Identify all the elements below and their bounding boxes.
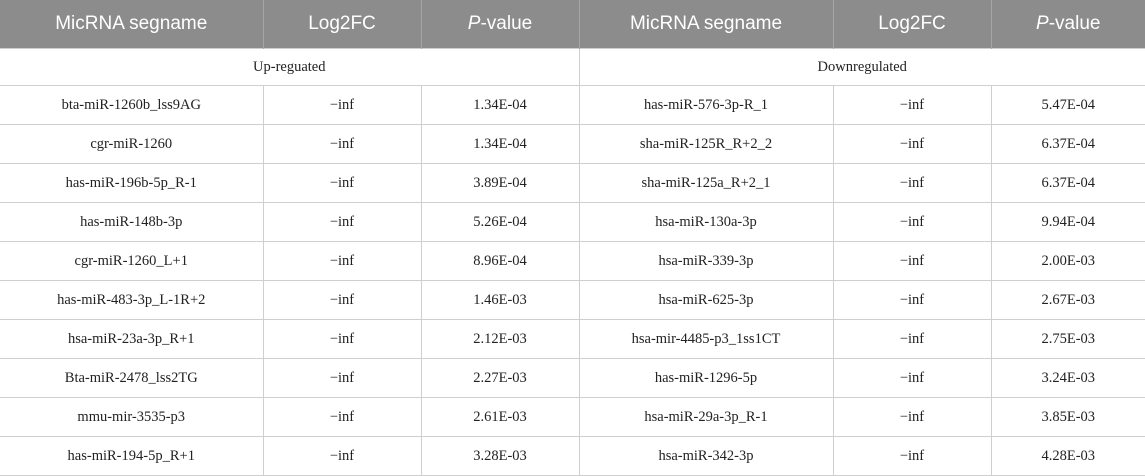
up-mirna-name: cgr-miR-1260_L+1 bbox=[0, 241, 264, 281]
down-pvalue: 3.85E-03 bbox=[990, 397, 1145, 437]
down-mirna-name: sha-miR-125R_R+2_2 bbox=[578, 124, 834, 164]
up-pvalue: 1.34E-04 bbox=[420, 85, 580, 125]
down-log2fc: −inf bbox=[832, 241, 992, 281]
down-pvalue: 2.75E-03 bbox=[990, 319, 1145, 359]
down-pvalue: 2.00E-03 bbox=[990, 241, 1145, 281]
header-row: MicRNA segname Log2FC P-value MicRNA seg… bbox=[0, 0, 1145, 49]
down-log2fc: −inf bbox=[832, 436, 992, 476]
down-log2fc: −inf bbox=[832, 163, 992, 203]
header-down-log2fc: Log2FC bbox=[832, 0, 991, 49]
up-pvalue: 3.28E-03 bbox=[420, 436, 580, 476]
section-up-label: Up-reguated bbox=[0, 48, 580, 86]
down-pvalue: 9.94E-04 bbox=[990, 202, 1145, 242]
down-mirna-name: sha-miR-125a_R+2_1 bbox=[578, 163, 834, 203]
header-down-name: MicRNA segname bbox=[578, 0, 833, 49]
up-mirna-name: bta-miR-1260b_lss9AG bbox=[0, 85, 264, 125]
up-pvalue: 2.61E-03 bbox=[420, 397, 580, 437]
table-row: has-miR-483-3p_L-1R+2 −inf 1.46E-03 hsa-miR… bbox=[0, 280, 1145, 320]
down-log2fc: −inf bbox=[832, 319, 992, 359]
down-pvalue: 6.37E-04 bbox=[990, 124, 1145, 164]
header-up-pvalue: P-value bbox=[420, 0, 579, 49]
down-pvalue: 5.47E-04 bbox=[990, 85, 1145, 125]
down-log2fc: −inf bbox=[832, 85, 992, 125]
down-mirna-name: hsa-miR-339-3p bbox=[578, 241, 834, 281]
up-log2fc: −inf bbox=[262, 202, 422, 242]
down-log2fc: −inf bbox=[832, 202, 992, 242]
down-log2fc: −inf bbox=[832, 280, 992, 320]
table-body: Up-reguated Downregulated bta-miR-1260b_… bbox=[0, 48, 1145, 476]
up-mirna-name: has-miR-196b-5p_R-1 bbox=[0, 163, 264, 203]
header-down-pvalue: P-value bbox=[990, 0, 1145, 49]
down-mirna-name: hsa-miR-625-3p bbox=[578, 280, 834, 320]
up-log2fc: −inf bbox=[262, 124, 422, 164]
up-mirna-name: has-miR-148b-3p bbox=[0, 202, 264, 242]
up-mirna-name: cgr-miR-1260 bbox=[0, 124, 264, 164]
down-log2fc: −inf bbox=[832, 124, 992, 164]
section-row: Up-reguated Downregulated bbox=[0, 48, 1145, 86]
up-mirna-name: has-miR-194-5p_R+1 bbox=[0, 436, 264, 476]
down-pvalue: 4.28E-03 bbox=[990, 436, 1145, 476]
table-row: cgr-miR-1260 −inf 1.34E-04 sha-miR-125R_R+2… bbox=[0, 124, 1145, 164]
up-log2fc: −inf bbox=[262, 397, 422, 437]
down-pvalue: 6.37E-04 bbox=[990, 163, 1145, 203]
up-log2fc: −inf bbox=[262, 241, 422, 281]
table-row: hsa-miR-23a-3p_R+1 −inf 2.12E-03 hsa-mir-44… bbox=[0, 319, 1145, 359]
up-pvalue: 5.26E-04 bbox=[420, 202, 580, 242]
down-mirna-name: hsa-miR-29a-3p_R-1 bbox=[578, 397, 834, 437]
up-mirna-name: Bta-miR-2478_lss2TG bbox=[0, 358, 264, 398]
down-mirna-name: hsa-mir-4485-p3_1ss1CT bbox=[578, 319, 834, 359]
down-mirna-name: has-miR-576-3p-R_1 bbox=[578, 85, 834, 125]
up-mirna-name: hsa-miR-23a-3p_R+1 bbox=[0, 319, 264, 359]
section-down-label: Downregulated bbox=[578, 48, 1145, 86]
down-pvalue: 2.67E-03 bbox=[990, 280, 1145, 320]
up-mirna-name: mmu-mir-3535-p3 bbox=[0, 397, 264, 437]
table-header: MicRNA segname Log2FC P-value MicRNA seg… bbox=[0, 0, 1145, 49]
down-log2fc: −inf bbox=[832, 358, 992, 398]
down-pvalue: 3.24E-03 bbox=[990, 358, 1145, 398]
table-row: has-miR-148b-3p −inf 5.26E-04 hsa-miR-130a-… bbox=[0, 202, 1145, 242]
up-pvalue: 2.27E-03 bbox=[420, 358, 580, 398]
up-pvalue: 8.96E-04 bbox=[420, 241, 580, 281]
up-pvalue: 1.34E-04 bbox=[420, 124, 580, 164]
up-log2fc: −inf bbox=[262, 436, 422, 476]
down-mirna-name: hsa-miR-342-3p bbox=[578, 436, 834, 476]
table-row: mmu-mir-3535-p3 −inf 2.61E-03 hsa-miR-29a-3… bbox=[0, 397, 1145, 437]
up-pvalue: 3.89E-04 bbox=[420, 163, 580, 203]
table-row: has-miR-196b-5p_R-1 −inf 3.89E-04 sha-miR-1… bbox=[0, 163, 1145, 203]
down-log2fc: −inf bbox=[832, 397, 992, 437]
table-row: has-miR-194-5p_R+1 −inf 3.28E-03 hsa-miR-34… bbox=[0, 436, 1145, 476]
up-pvalue: 2.12E-03 bbox=[420, 319, 580, 359]
table-row: cgr-miR-1260_L+1 −inf 8.96E-04 hsa-miR-339-… bbox=[0, 241, 1145, 281]
up-pvalue: 1.46E-03 bbox=[420, 280, 580, 320]
header-up-name: MicRNA segname bbox=[0, 0, 263, 49]
up-log2fc: −inf bbox=[262, 319, 422, 359]
table-row: Bta-miR-2478_lss2TG −inf 2.27E-03 has-miR-1… bbox=[0, 358, 1145, 398]
up-log2fc: −inf bbox=[262, 280, 422, 320]
down-mirna-name: hsa-miR-130a-3p bbox=[578, 202, 834, 242]
header-up-log2fc: Log2FC bbox=[262, 0, 421, 49]
up-mirna-name: has-miR-483-3p_L-1R+2 bbox=[0, 280, 264, 320]
up-log2fc: −inf bbox=[262, 358, 422, 398]
table-row: bta-miR-1260b_lss9AG −inf 1.34E-04 has-miR-… bbox=[0, 85, 1145, 125]
down-mirna-name: has-miR-1296-5p bbox=[578, 358, 834, 398]
up-log2fc: −inf bbox=[262, 163, 422, 203]
up-log2fc: −inf bbox=[262, 85, 422, 125]
